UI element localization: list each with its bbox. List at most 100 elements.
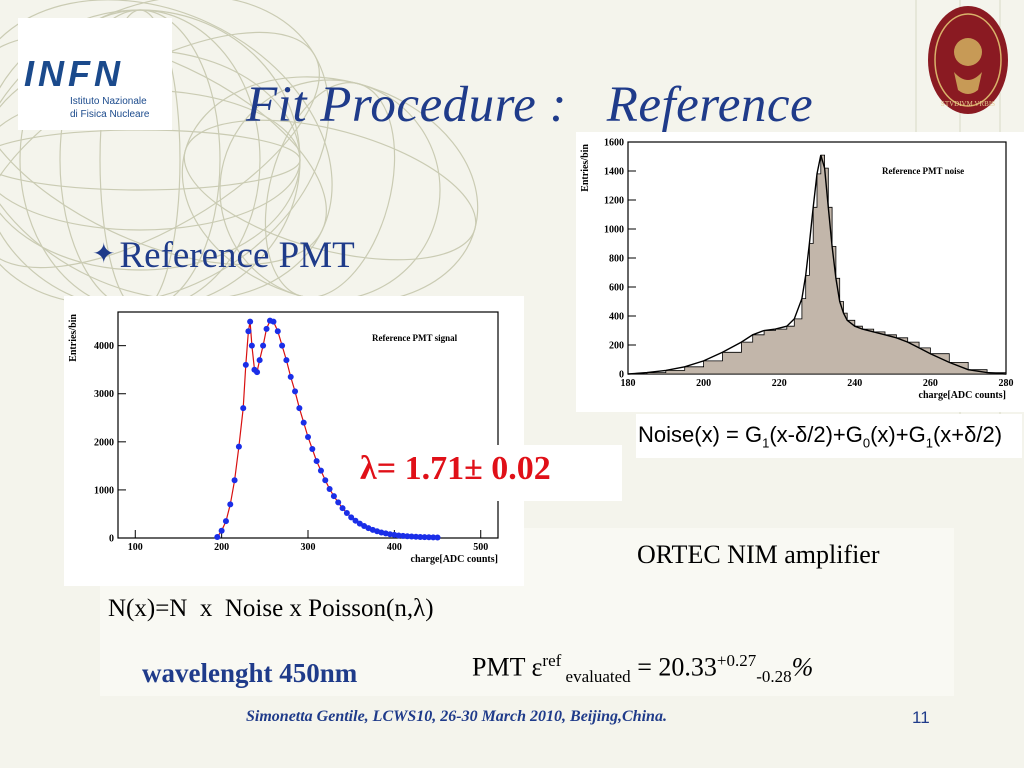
star-bullet-icon: ✦ [92,239,116,270]
data-point [430,534,437,541]
x-tick-label: 200 [214,542,229,553]
signal-chart: 100 200 300 400 500 0 1000 2000 3000 4000 charge[A… [68,311,499,565]
pmt-efficiency-value: = 20.33 [630,652,717,682]
data-point [313,458,320,465]
signal-chart-panel: 100 200 300 400 500 0 1000 2000 3000 4000 charge[A… [64,296,524,586]
data-point [270,318,277,325]
pmt-efficiency-sub-eval: evaluated [561,666,631,686]
y-tick-label: 200 [609,341,624,352]
y-tick-label: 1400 [604,167,624,178]
data-point [326,485,333,492]
data-point [227,501,234,508]
x-tick-label: 400 [387,542,402,553]
data-point [417,533,424,540]
data-point [348,514,355,521]
data-point [292,388,299,395]
svg-text:INFN: INFN [24,53,124,94]
chart-title: Reference PMT noise [882,166,964,176]
data-point [242,361,249,368]
data-point [214,534,221,541]
noise-formula-sub3: 1 [925,435,933,451]
data-point [421,534,428,541]
svg-text:di Fisica Nucleare: di Fisica Nucleare [70,109,150,120]
data-point [279,342,286,349]
y-tick-label: 600 [609,283,624,294]
data-point [231,477,238,484]
noise-formula: Noise(x) = G1(x-δ/2)+G0(x)+G1(x+δ/2) [636,414,1022,458]
y-tick-label: 1000 [94,485,114,496]
data-point [408,533,415,540]
y-tick-label: 0 [109,534,114,545]
y-tick-label: 1000 [604,225,624,236]
data-point [274,328,281,335]
data-point [247,318,254,325]
x-tick-label: 280 [999,378,1014,389]
data-point [343,509,350,516]
x-axis-label: charge[ADC counts] [919,390,1007,401]
bullet-text: Reference PMT [119,235,355,276]
data-point [240,405,247,412]
data-point [395,532,402,539]
page-number: 11 [912,708,930,727]
x-axis-label: charge[ADC counts] [411,554,499,565]
data-point [317,467,324,474]
lambda-result: λ= 1.71± 0.02 [360,450,551,487]
x-tick-label: 220 [772,378,787,389]
noise-formula-part3: (x+δ/2) [932,422,1003,447]
x-tick-label: 300 [301,542,316,553]
data-point [330,493,337,500]
data-point [322,477,329,484]
data-point [222,518,229,525]
data-point [254,369,261,376]
histogram-area [628,154,1007,375]
convolution-formula: N(x)=N x Noise x Poisson(n,λ) [108,595,434,622]
pmt-efficiency: PMT εref evaluated = 20.33+0.27-0.28% [472,651,813,687]
data-point [287,373,294,380]
bullet-reference-pmt: ✦ Reference PMT [92,234,355,277]
noise-formula-sub2: 0 [862,435,871,451]
footer-citation: Simonetta Gentile, LCWS10, 26-30 March 2… [246,708,667,725]
fit-line [627,154,1007,375]
data-point [404,533,411,540]
x-tick-label: 260 [923,378,938,389]
pmt-efficiency-sup-ref: ref [542,651,562,670]
pmt-efficiency-prefix: PMT ε [472,652,543,682]
data-point [434,534,441,541]
amplifier-text: ORTEC NIM amplifier [637,540,880,569]
slide-title: Fit Procedure : Reference [246,77,814,133]
noise-formula-sub1: 1 [762,435,770,451]
data-point [245,328,252,335]
data-point [283,357,290,364]
y-axis-label: Entries/bin [580,144,591,192]
pmt-efficiency-err-minus: -0.28 [756,666,792,686]
y-tick-label: 2000 [94,437,114,448]
data-point [300,419,307,426]
noise-chart-panel: 180 200 220 240 260 280 0 200 400 600 800 1000 1200 1… [576,132,1024,412]
data-point [305,434,311,441]
data-point [412,533,419,540]
data-point [309,446,316,453]
data-point [335,499,342,506]
x-tick-label: 240 [847,378,862,389]
noise-formula-prefix: Noise(x) = G [638,422,763,447]
fit-line [216,319,438,539]
y-tick-label: 1600 [604,138,624,149]
data-point [296,405,303,412]
data-point [218,527,225,534]
y-tick-label: 400 [609,312,624,323]
svg-text:STVDIVM VRBIS: STVDIVM VRBIS [941,100,995,108]
data-point [339,505,346,512]
x-tick-label: 200 [696,378,711,389]
y-tick-label: 800 [609,254,624,265]
data-point [425,534,432,541]
data-point [260,342,267,349]
pmt-efficiency-unit: % [791,652,814,682]
infn-logo: INFN Istituto Nazionale di Fisica Nuclea… [18,18,172,130]
x-tick-label: 500 [473,542,488,553]
y-tick-label: 4000 [94,341,114,352]
data-point [400,532,406,539]
y-tick-label: 0 [619,370,624,381]
data-point [256,357,263,364]
chart-title: Reference PMT signal [372,333,458,343]
x-tick-label: 100 [128,542,143,553]
